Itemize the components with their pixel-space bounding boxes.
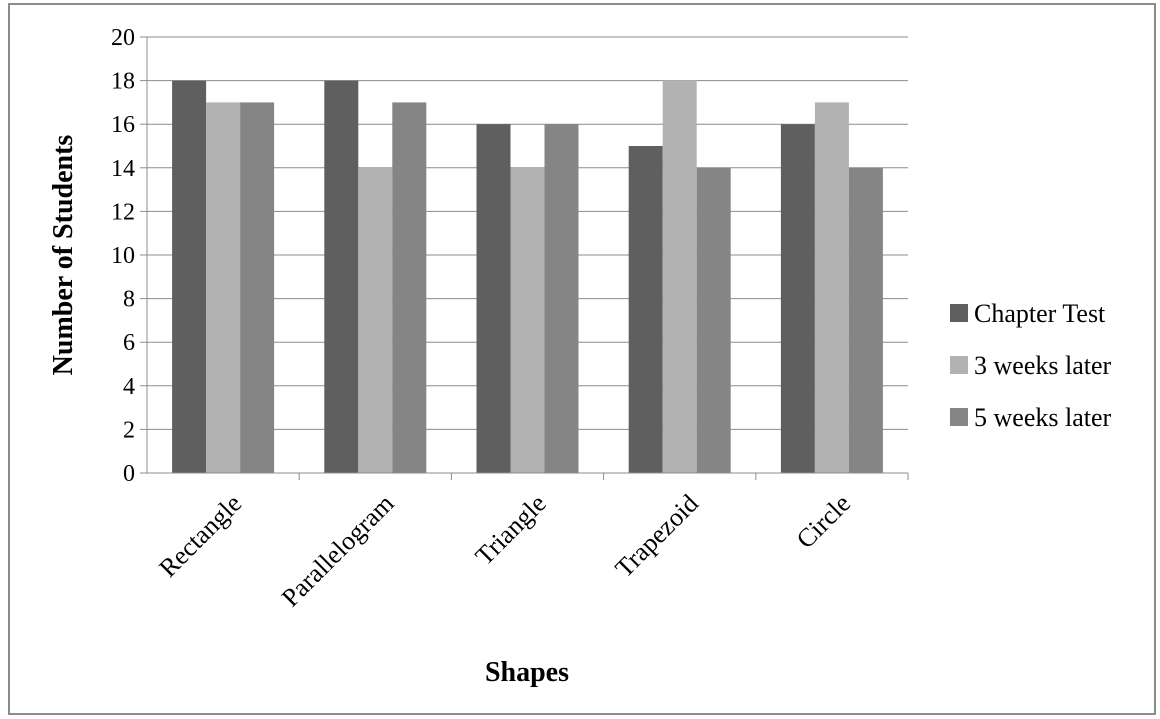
bar-4-0 xyxy=(780,124,815,473)
y-tick-label: 8 xyxy=(123,287,135,313)
y-tick-label: 4 xyxy=(123,374,135,400)
x-tick-label: Triangle xyxy=(470,489,552,571)
y-tick-label: 20 xyxy=(111,25,135,51)
legend-label: 3 weeks later xyxy=(974,351,1112,380)
bar-3-0 xyxy=(628,146,663,473)
bar-1-2 xyxy=(392,102,427,474)
bar-0-1 xyxy=(206,102,241,474)
bar-0-2 xyxy=(240,102,275,474)
x-tick-label: Trapezoid xyxy=(610,489,704,583)
legend-swatch xyxy=(950,304,968,322)
y-tick-label: 18 xyxy=(111,69,135,95)
y-tick-label: 10 xyxy=(111,243,135,269)
bar-2-1 xyxy=(510,167,545,474)
bar-4-2 xyxy=(848,167,883,474)
bar-1-1 xyxy=(358,167,393,474)
x-tick-label: Parallelogram xyxy=(276,489,400,613)
bar-2-0 xyxy=(476,124,511,473)
legend-label: 5 weeks later xyxy=(974,403,1112,432)
legend-swatch xyxy=(950,356,968,374)
y-tick-label: 12 xyxy=(111,199,135,225)
y-axis-title: Number of Students xyxy=(48,135,79,376)
bar-3-1 xyxy=(662,80,697,473)
y-tick-label: 16 xyxy=(111,112,135,138)
y-tick-label: 0 xyxy=(123,461,135,487)
legend-swatch xyxy=(950,408,968,426)
bar-4-1 xyxy=(814,102,849,474)
legend: Chapter Test 3 weeks later 5 weeks later xyxy=(950,299,1112,432)
bars xyxy=(172,80,883,474)
x-axis-title: Shapes xyxy=(485,657,569,688)
x-tick-labels: Rectangle Parallelogram Triangle Trapezoid C… xyxy=(153,489,856,613)
bar-2-2 xyxy=(544,124,579,473)
y-tick-label: 14 xyxy=(111,156,135,182)
bar-3-2 xyxy=(696,167,731,474)
y-tick-labels: 0 2 4 6 8 10 12 14 16 18 20 xyxy=(111,25,135,487)
bar-0-0 xyxy=(172,80,207,473)
y-tick-label: 6 xyxy=(123,330,135,356)
axes xyxy=(146,37,908,474)
legend-label: Chapter Test xyxy=(974,299,1106,328)
x-tick-label: Rectangle xyxy=(153,489,247,583)
bar-1-0 xyxy=(324,80,359,473)
x-tick-label: Circle xyxy=(791,489,856,554)
y-tick-label: 2 xyxy=(123,417,135,443)
